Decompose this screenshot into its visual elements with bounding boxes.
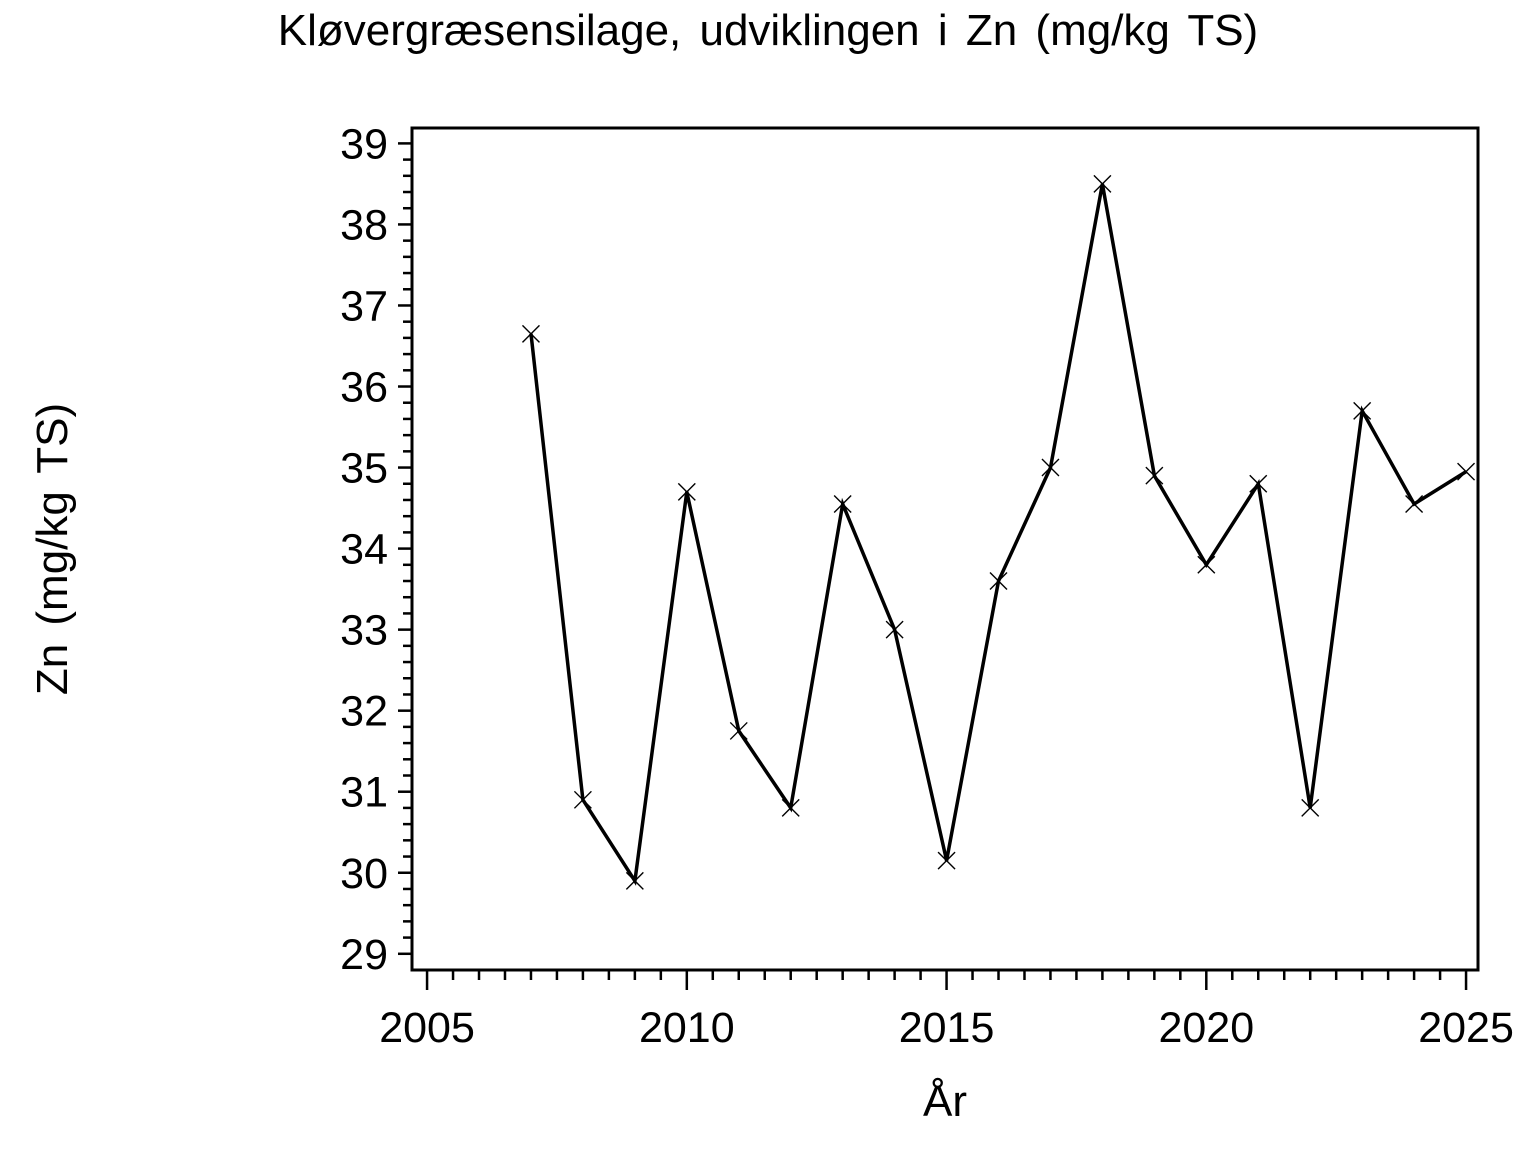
x-tick-label: 2025 xyxy=(1418,1004,1514,1052)
data-point-marker xyxy=(989,572,1008,591)
y-tick-label: 29 xyxy=(340,931,388,979)
data-point-marker xyxy=(573,790,592,809)
plot-frame xyxy=(410,126,1480,972)
y-tick-label: 35 xyxy=(340,445,388,493)
y-tick-label: 37 xyxy=(340,282,388,330)
y-tick-label: 31 xyxy=(340,769,388,817)
data-point-marker xyxy=(1197,555,1216,574)
data-line-zn xyxy=(529,183,1468,886)
data-point-marker xyxy=(677,482,696,501)
data-point-marker xyxy=(625,871,644,890)
data-point-marker xyxy=(1249,474,1268,493)
x-tick-label: 2020 xyxy=(1158,1004,1254,1052)
x-tick-label: 2015 xyxy=(899,1004,995,1052)
y-tick-label: 36 xyxy=(340,364,388,412)
data-point-marker xyxy=(1041,458,1060,477)
data-point-marker xyxy=(1145,466,1164,485)
data-point-marker xyxy=(885,620,904,639)
data-point-marker xyxy=(1353,401,1372,420)
data-point-marker xyxy=(1405,495,1424,514)
y-tick-label: 32 xyxy=(340,688,388,736)
data-point-marker xyxy=(1457,462,1476,481)
data-point-marker xyxy=(729,721,748,740)
y-tick-label: 30 xyxy=(340,850,388,898)
data-point-marker xyxy=(833,495,852,514)
data-point-marker xyxy=(781,798,800,817)
y-tick-label: 38 xyxy=(340,201,388,249)
chart-title: Kløvergræsensilage, udviklingen i Zn (mg… xyxy=(277,6,1259,55)
y-tick-label: 33 xyxy=(340,607,388,655)
data-point-marker xyxy=(1301,798,1320,817)
data-point-marker xyxy=(1093,174,1112,193)
y-tick-label: 39 xyxy=(340,120,388,168)
data-point-marker xyxy=(521,324,540,343)
x-axis-label: År xyxy=(923,1077,967,1126)
y-tick-label: 34 xyxy=(340,526,388,574)
x-tick-label: 2010 xyxy=(639,1004,735,1052)
x-tick-label: 2005 xyxy=(379,1004,475,1052)
data-point-marker xyxy=(937,851,956,870)
